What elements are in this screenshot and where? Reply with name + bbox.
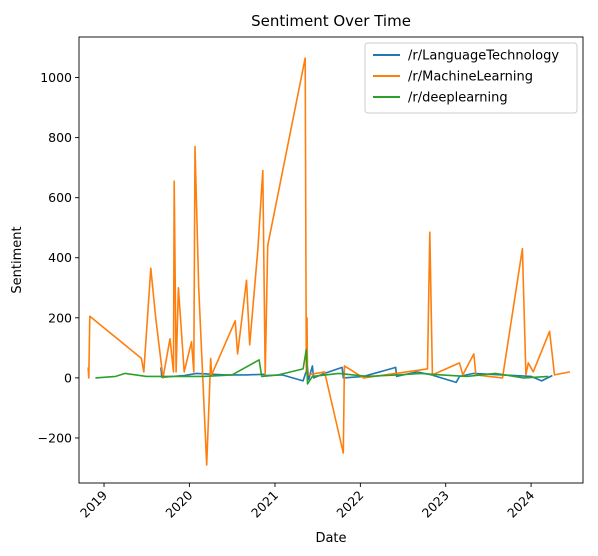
legend-label-1: /r/MachineLearning bbox=[408, 70, 533, 85]
y-tick-label: 0 bbox=[64, 370, 72, 385]
y-tick-label: 600 bbox=[48, 190, 72, 205]
plot-frame bbox=[78, 36, 584, 484]
legend: /r/LanguageTechnology/r/MachineLearning /… bbox=[364, 42, 578, 114]
x-tick-label: 2023 bbox=[419, 488, 452, 521]
plot-lines bbox=[87, 57, 571, 466]
chart-title: Sentiment Over Time bbox=[251, 12, 411, 30]
x-tick-label: 2021 bbox=[248, 488, 281, 521]
series-line-1 bbox=[87, 57, 571, 466]
legend-label-2: /r/deeplearning bbox=[408, 91, 508, 106]
x-tick-label: 2022 bbox=[333, 488, 366, 521]
legend-label-0: /r/LanguageTechnology bbox=[408, 49, 559, 64]
y-tick-label: 200 bbox=[48, 310, 72, 325]
y-axis: −200 0 200 400 600 800 1000 bbox=[38, 70, 79, 445]
x-tick-label: 2019 bbox=[77, 487, 110, 520]
legend-box bbox=[364, 42, 578, 114]
series-line-2 bbox=[95, 348, 549, 385]
y-tick-label: 400 bbox=[48, 250, 72, 265]
y-axis-label: Sentiment bbox=[10, 226, 25, 293]
x-tick-label: 2024 bbox=[504, 487, 537, 520]
x-axis: 2019 2020 2021 2022 2023 2024 bbox=[77, 483, 537, 521]
x-tick-label: 2020 bbox=[162, 487, 195, 520]
x-axis-label: Date bbox=[315, 531, 346, 546]
y-tick-label: 800 bbox=[48, 130, 72, 145]
y-tick-label: −200 bbox=[38, 430, 72, 445]
y-tick-label: 1000 bbox=[40, 70, 72, 85]
